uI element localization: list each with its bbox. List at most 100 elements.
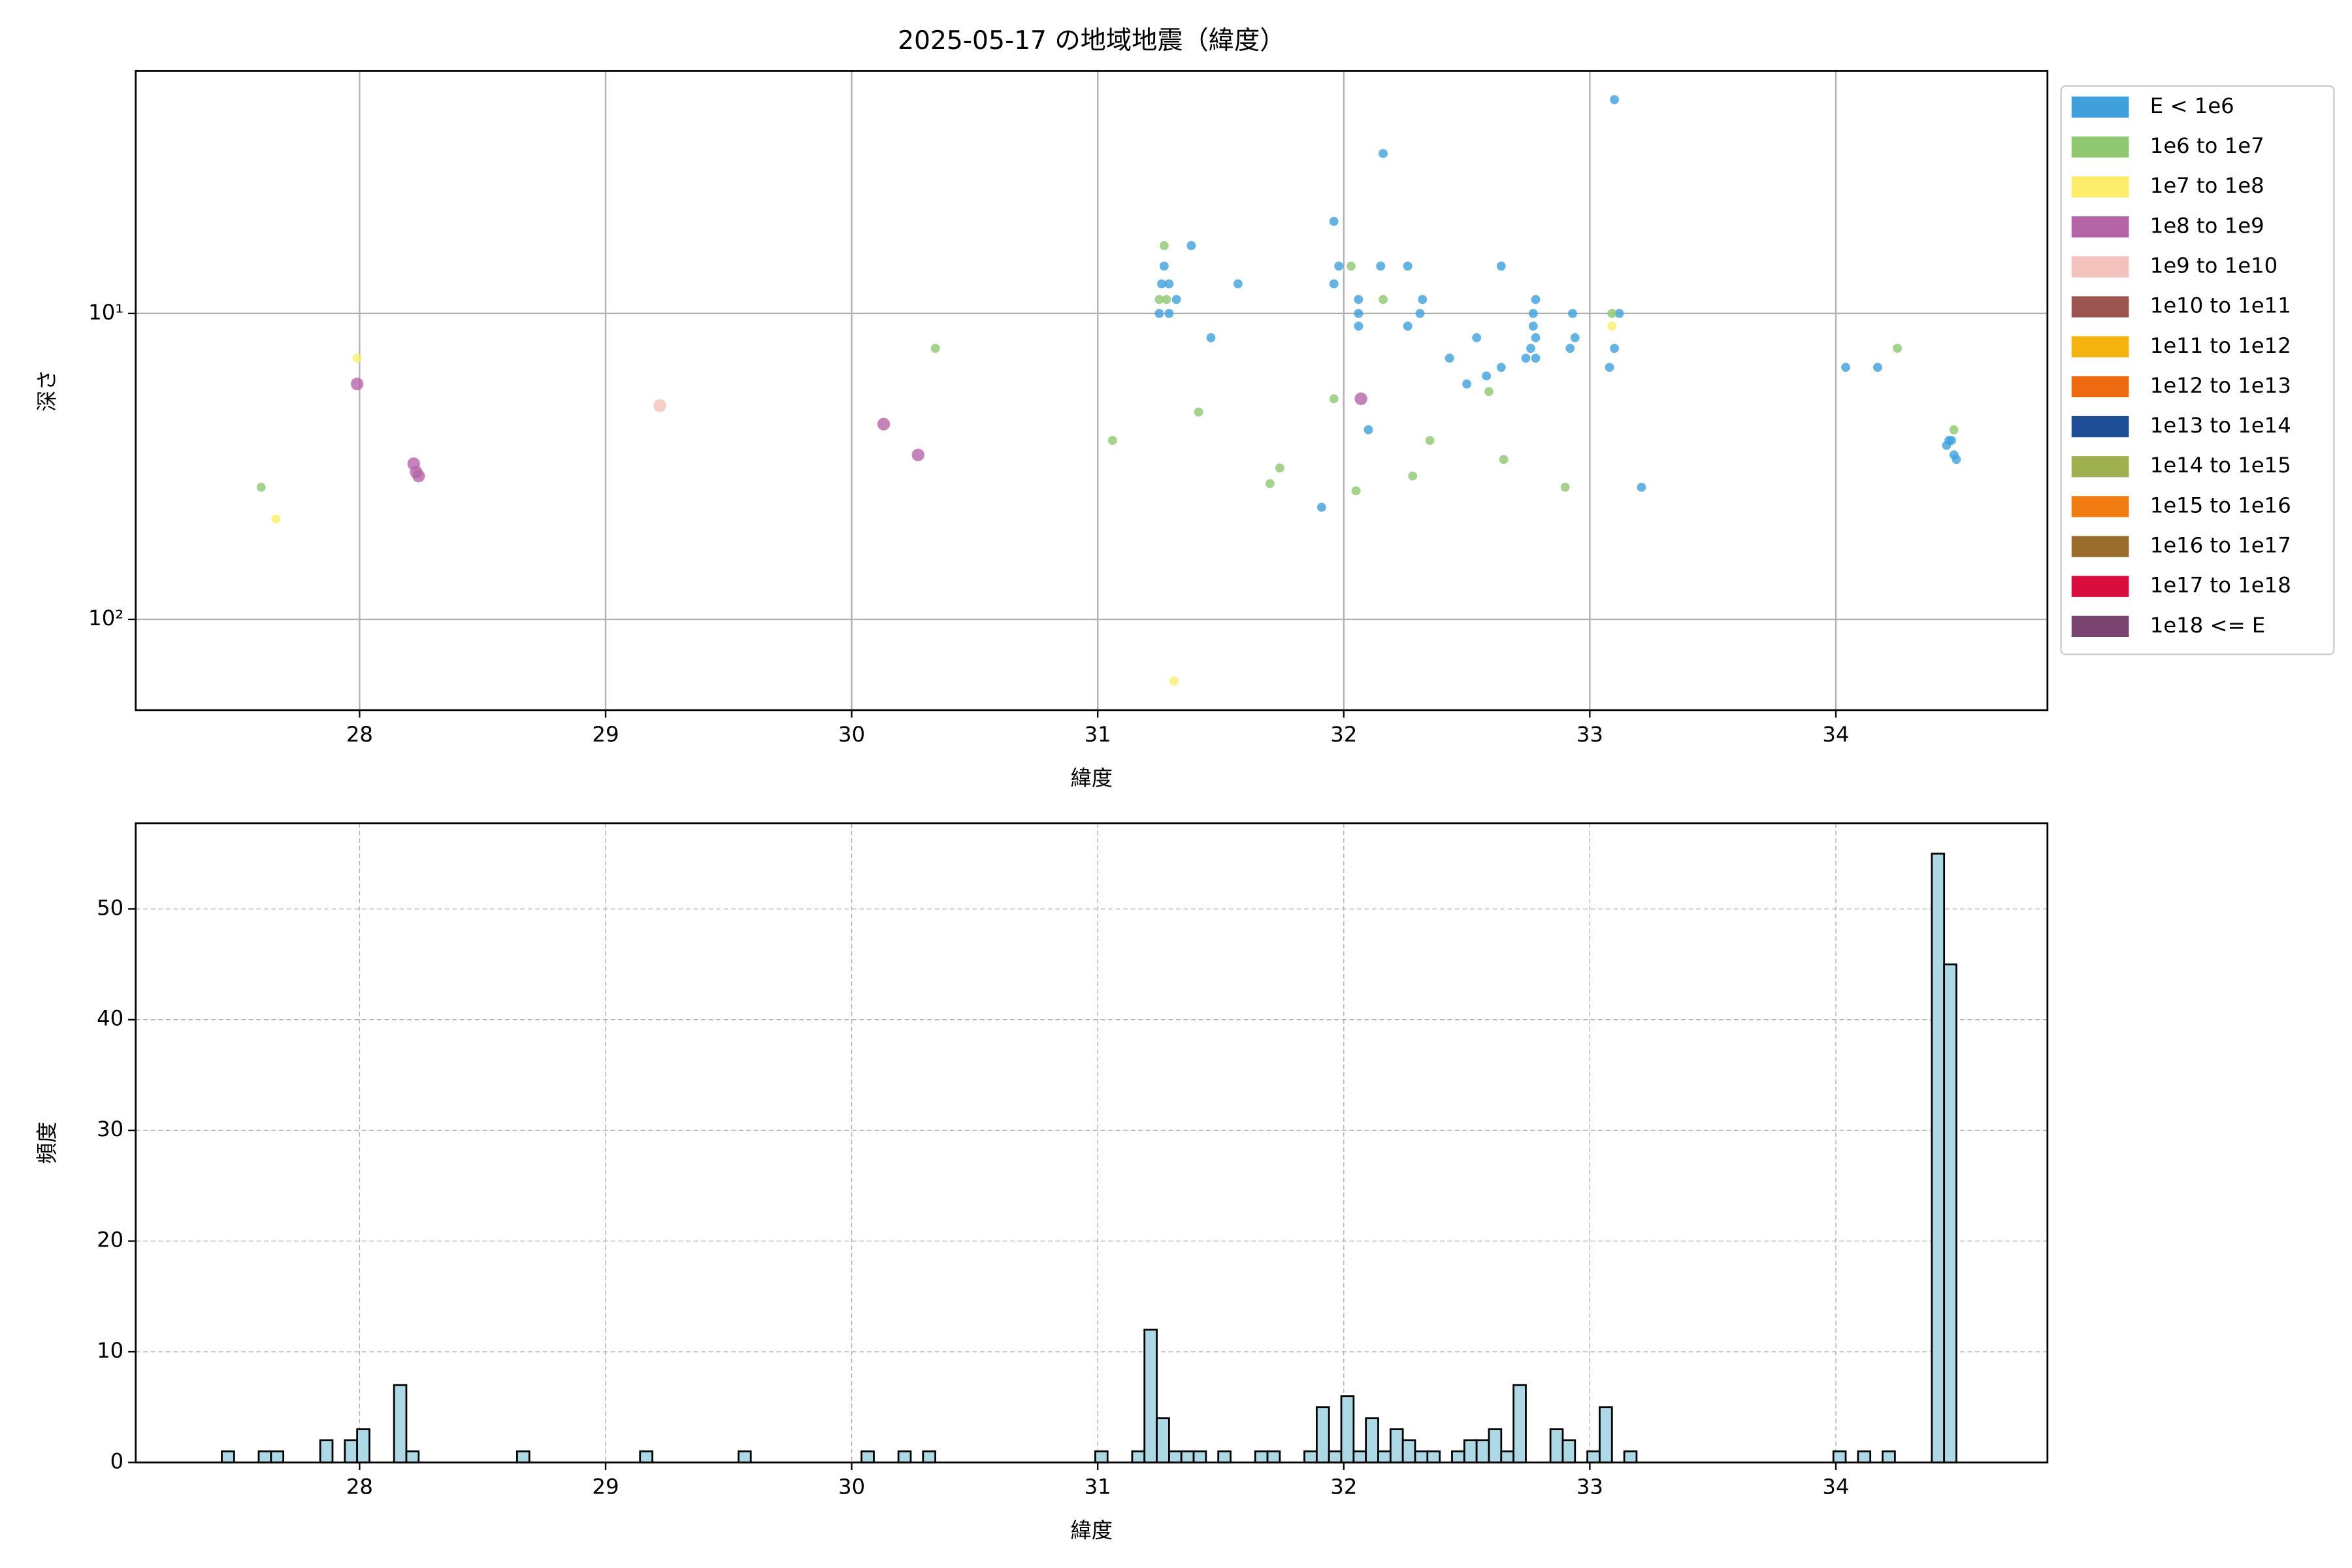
point (1496, 363, 1506, 372)
legend-label: 1e13 to 1e14 (2150, 413, 2291, 438)
bar (1623, 1450, 1638, 1463)
point (1159, 261, 1169, 271)
bar (1131, 1450, 1146, 1463)
point (1528, 308, 1538, 318)
bar (1180, 1450, 1195, 1463)
point (350, 378, 364, 391)
bar (319, 1439, 334, 1463)
point (1528, 321, 1538, 331)
point (1484, 387, 1494, 397)
y-tick-label: 20 (97, 1228, 123, 1252)
point (1841, 363, 1850, 372)
bar (1426, 1450, 1441, 1463)
point (1194, 407, 1203, 417)
legend-label: 1e8 to 1e9 (2150, 213, 2264, 238)
point (1171, 295, 1181, 304)
bar (1389, 1428, 1404, 1463)
legend-label: 1e11 to 1e12 (2150, 333, 2291, 358)
point (1107, 436, 1117, 446)
bar (1500, 1450, 1515, 1463)
y-tick-label: 40 (97, 1006, 123, 1031)
bar (1377, 1450, 1392, 1463)
legend-box (2060, 85, 2335, 655)
point (1169, 676, 1179, 686)
point (877, 417, 890, 431)
point (1316, 502, 1326, 512)
bar (1266, 1450, 1281, 1463)
point (1445, 353, 1454, 363)
point (271, 514, 281, 524)
bar (270, 1450, 285, 1463)
legend-swatch (2071, 456, 2129, 478)
point (1607, 308, 1617, 318)
point (1531, 333, 1541, 342)
point (1154, 308, 1164, 318)
point (1893, 344, 1903, 353)
point (1354, 308, 1364, 318)
point (1565, 344, 1575, 353)
point (1425, 436, 1435, 446)
point (1376, 261, 1386, 271)
bar (1463, 1439, 1478, 1463)
point (1408, 471, 1418, 481)
bar (897, 1450, 912, 1463)
point (1265, 479, 1275, 489)
legend-label: E < 1e6 (2150, 93, 2234, 118)
legend-label: 1e10 to 1e11 (2150, 293, 2291, 318)
bar (1315, 1406, 1330, 1463)
legend-swatch (2071, 496, 2129, 517)
point (930, 344, 940, 353)
point (1531, 295, 1541, 304)
x-axis-label: 緯度 (1070, 766, 1113, 791)
point (1329, 394, 1339, 404)
legend-swatch (2071, 576, 2129, 597)
x-tick-label: 33 (1576, 722, 1603, 747)
bar (1931, 853, 1946, 1463)
bar (860, 1450, 875, 1463)
legend-swatch (2071, 296, 2129, 318)
bar (1599, 1406, 1613, 1463)
bar (737, 1450, 752, 1463)
point (1186, 241, 1196, 250)
x-tick-label: 32 (1330, 1475, 1357, 1499)
point (1206, 333, 1216, 342)
bar (1488, 1428, 1503, 1463)
legend-label: 1e7 to 1e8 (2150, 173, 2264, 198)
bar (405, 1450, 420, 1463)
point (653, 399, 666, 412)
x-axis-label: 緯度 (1070, 1518, 1113, 1543)
point (1159, 241, 1169, 250)
x-tick-label: 31 (1085, 722, 1111, 747)
point (256, 482, 266, 492)
bar (1549, 1428, 1564, 1463)
legend-label: 1e9 to 1e10 (2150, 253, 2278, 278)
x-tick-label: 34 (1822, 722, 1849, 747)
legend-swatch (2071, 96, 2129, 118)
point (1560, 482, 1570, 492)
legend-swatch (2071, 615, 2129, 637)
y-tick-label: 30 (97, 1117, 123, 1141)
point (1944, 436, 1954, 446)
legend-label: 1e18 <= E (2150, 613, 2266, 638)
bar (1303, 1450, 1318, 1463)
x-tick-label: 30 (838, 722, 865, 747)
point (1379, 149, 1388, 158)
bar (1254, 1450, 1269, 1463)
legend-swatch (2071, 376, 2129, 398)
point (1329, 279, 1339, 289)
y-tick-label: 50 (97, 895, 123, 920)
bar (1168, 1450, 1183, 1463)
point (1610, 95, 1619, 105)
legend-swatch (2071, 216, 2129, 238)
bar (922, 1450, 937, 1463)
x-tick-label: 32 (1330, 722, 1357, 747)
bar (1832, 1450, 1847, 1463)
x-tick-label: 29 (592, 722, 619, 747)
bar (1561, 1439, 1576, 1463)
point (1526, 344, 1535, 353)
legend-label: 1e15 to 1e16 (2150, 493, 2291, 517)
bar (1451, 1450, 1465, 1463)
